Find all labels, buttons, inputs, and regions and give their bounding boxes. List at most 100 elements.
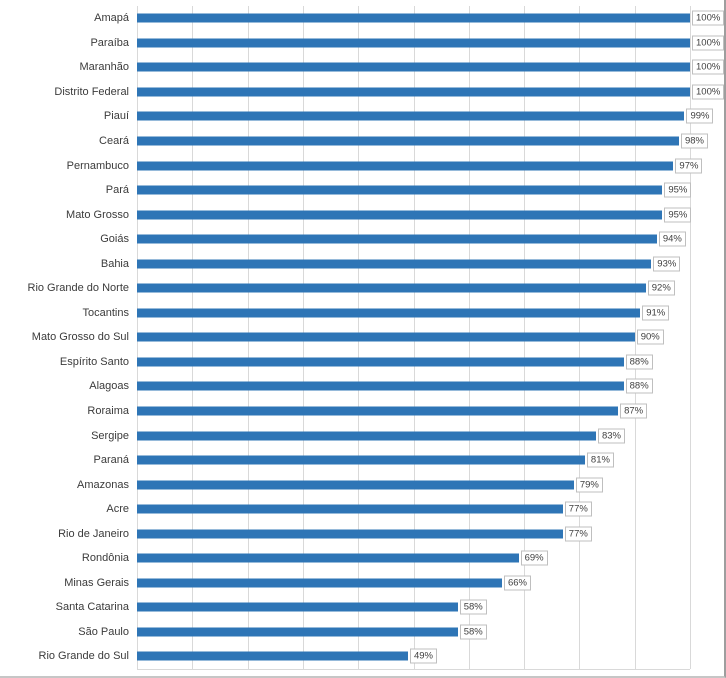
bar-row: Maranhão 100%	[0, 55, 724, 80]
category-label: Minas Gerais	[64, 576, 129, 589]
bar	[137, 578, 502, 588]
value-label: 91%	[642, 305, 670, 321]
bar-track: 94%	[137, 227, 690, 252]
category-label: Distrito Federal	[54, 85, 129, 98]
bar-track: 58%	[137, 620, 690, 645]
value-label: 87%	[620, 403, 648, 419]
bar	[137, 431, 596, 441]
category-label: Tocantins	[82, 306, 129, 319]
bar-row: Tocantins 91%	[0, 301, 724, 326]
value-label: 66%	[503, 575, 531, 591]
value-label: 99%	[686, 108, 714, 124]
bar-track: 49%	[137, 644, 690, 669]
bar-track: 100%	[137, 31, 724, 56]
bar-track: 98%	[137, 129, 708, 154]
category-label: Santa Catarina	[55, 601, 129, 614]
bar-row: Paraíba 100%	[0, 31, 724, 56]
value-label: 100%	[692, 10, 724, 26]
bar-track: 87%	[137, 399, 690, 424]
value-label: 97%	[675, 158, 703, 174]
bar-track: 79%	[137, 472, 690, 497]
bar	[137, 234, 657, 244]
bar-row: Santa Catarina 58%	[0, 595, 724, 620]
category-label: Rio Grande do Norte	[27, 282, 130, 295]
bar	[137, 651, 408, 661]
bar	[137, 161, 674, 171]
bar-row: Goiás 94%	[0, 227, 724, 252]
value-label: 98%	[680, 133, 708, 149]
category-label: Sergipe	[91, 429, 129, 442]
bar-row: Bahia 93%	[0, 251, 724, 276]
bar-track: 100%	[137, 80, 724, 105]
value-label: 100%	[692, 84, 724, 100]
gridline	[634, 6, 636, 669]
category-label: Amazonas	[77, 478, 129, 491]
bar-track: 92%	[137, 276, 690, 301]
bar	[137, 627, 458, 637]
bar-track: 90%	[137, 325, 690, 350]
value-label: 92%	[647, 280, 675, 296]
value-label: 83%	[597, 428, 625, 444]
bar-track: 88%	[137, 374, 690, 399]
bar	[137, 283, 646, 293]
bar	[137, 381, 624, 391]
bar-row: Rio Grande do Norte 92%	[0, 276, 724, 301]
bar	[137, 602, 458, 612]
category-label: Roraima	[87, 405, 129, 418]
bar-row: Ceará 98%	[0, 129, 724, 154]
bar-rows: Amapá 100% Paraíba 100% Maranhão 100% Distrito…	[0, 6, 724, 669]
bar-track: 99%	[137, 104, 714, 129]
bar-row: Minas Gerais 66%	[0, 571, 724, 596]
category-label: Pernambuco	[66, 159, 129, 172]
category-label: Paraíba	[90, 36, 129, 49]
bar-track: 83%	[137, 423, 690, 448]
category-label: Goiás	[100, 233, 129, 246]
value-label: 58%	[459, 599, 487, 615]
bar	[137, 308, 641, 318]
category-label: Paraná	[93, 454, 129, 467]
value-label: 69%	[520, 550, 548, 566]
value-label: 81%	[586, 452, 614, 468]
category-label: Maranhão	[79, 61, 129, 74]
bar	[137, 111, 685, 121]
value-label: 77%	[564, 526, 592, 542]
value-label: 94%	[658, 231, 686, 247]
bar-row: Rondônia 69%	[0, 546, 724, 571]
bar-track: 93%	[137, 251, 690, 276]
gridline	[690, 6, 691, 669]
category-label: Acre	[106, 503, 129, 516]
bar	[137, 13, 690, 23]
bar-row: Roraima 87%	[0, 399, 724, 424]
value-label: 77%	[564, 501, 592, 517]
bar	[137, 136, 679, 146]
bar-track: 100%	[137, 55, 724, 80]
category-label: Rio de Janeiro	[58, 527, 129, 540]
bar-row: Mato Grosso do Sul 90%	[0, 325, 724, 350]
value-label: 95%	[664, 182, 692, 198]
value-label: 58%	[459, 624, 487, 640]
bar-row: Distrito Federal 100%	[0, 80, 724, 105]
category-label: São Paulo	[78, 625, 129, 638]
bar-row: Amazonas 79%	[0, 472, 724, 497]
bar	[137, 357, 624, 367]
category-label: Ceará	[99, 135, 129, 147]
category-label: Mato Grosso	[66, 208, 129, 221]
bar-row: Piauí 99%	[0, 104, 724, 129]
category-label: Pará	[105, 184, 129, 197]
bar-track: 100%	[137, 6, 724, 31]
category-label: Espírito Santo	[59, 355, 129, 368]
category-label: Rio Grande do Sul	[38, 650, 130, 663]
bar-row: Pará 95%	[0, 178, 724, 203]
value-label: 79%	[575, 477, 603, 493]
bar-track: 95%	[137, 202, 692, 227]
bar-track: 69%	[137, 546, 690, 571]
bar	[137, 553, 519, 563]
bar	[137, 406, 619, 416]
bar-row: Amapá 100%	[0, 6, 724, 31]
bar-track: 81%	[137, 448, 690, 473]
value-label: 88%	[625, 354, 653, 370]
category-label: Piauí	[103, 110, 129, 123]
bar	[137, 480, 574, 490]
category-label: Amapá	[94, 12, 129, 25]
